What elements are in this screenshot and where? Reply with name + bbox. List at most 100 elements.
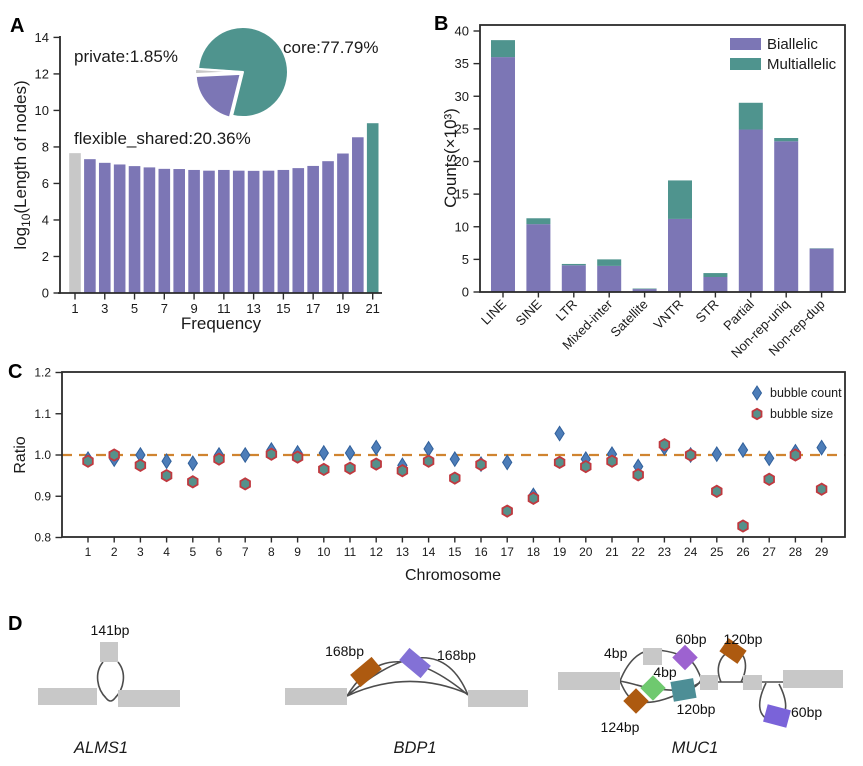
bubble-size-point (475, 457, 487, 472)
x-tick-label: 9 (294, 545, 301, 559)
variant-size-label: 4bp (604, 645, 628, 661)
bubble-size-point (265, 447, 278, 461)
x-tick-label: 15 (448, 545, 462, 559)
panel-b-ylabel: Counts(×10³) (441, 108, 460, 208)
frequency-bar (203, 170, 215, 293)
pie-slice-private (194, 67, 241, 76)
panel-a-bars (69, 123, 379, 293)
panel-a-xlabel: Frequency (181, 314, 262, 333)
x-tick-label: 3 (101, 301, 108, 316)
bubble-count-point (187, 455, 198, 472)
bubble-size-point (632, 468, 644, 482)
x-tick-label: 17 (306, 301, 320, 316)
x-category-label: LTR (553, 297, 580, 324)
bubble-size-point (684, 448, 697, 462)
bubble-count-point (449, 450, 460, 468)
x-category-label: SINE (512, 296, 544, 328)
x-tick-label: 5 (131, 301, 138, 316)
bubble-size-point (527, 491, 540, 505)
x-tick-label: 21 (365, 301, 379, 316)
x-tick-label: 13 (246, 301, 260, 316)
bubble-size-point (501, 504, 513, 518)
frequency-bar (292, 168, 305, 293)
bubble-count-point (423, 440, 434, 457)
x-tick-label: 24 (684, 545, 698, 559)
bubble-count-point (554, 425, 565, 442)
bar-biallelic (809, 248, 834, 292)
bubble-count-point (240, 446, 251, 464)
bar-biallelic (668, 218, 692, 292)
bubble-size-point (134, 458, 147, 472)
legend-diamond-icon (751, 385, 763, 401)
bubble-size-point (187, 475, 199, 489)
variant-box-purple (399, 647, 431, 679)
x-tick-label: 12 (370, 545, 384, 559)
plot-frame (479, 24, 846, 293)
panel-a-ylabel: log10(Length of nodes) (11, 80, 33, 249)
bubble-count-point (344, 444, 356, 462)
bar-biallelic (632, 289, 657, 292)
x-tick-label: 14 (422, 545, 436, 559)
y-tick-label: 10 (455, 219, 469, 234)
bubble-count-point (711, 446, 722, 463)
bar-biallelic (703, 276, 728, 292)
x-tick-label: 21 (605, 545, 619, 559)
bubble-size-point (449, 471, 461, 485)
variant-box-green (640, 675, 666, 701)
panel-c-ylabel: Ratio (12, 436, 29, 473)
bubble-count-point (502, 454, 513, 471)
variant-box-purple (763, 704, 791, 728)
frequency-bar (158, 168, 171, 293)
bar-multiallelic (703, 273, 728, 277)
x-tick-label: 19 (336, 301, 350, 316)
y-tick-label: 0 (462, 285, 469, 300)
x-category-label: VNTR (650, 297, 686, 333)
y-tick-label: 4 (42, 212, 49, 227)
reference-segment (743, 675, 762, 690)
x-tick-label: 9 (190, 301, 197, 316)
frequency-bar (247, 170, 260, 293)
variant-box-gray (100, 642, 118, 662)
y-tick-label: 0.9 (34, 489, 51, 503)
pie-label-flexible-shared: flexible_shared:20.36% (74, 129, 251, 148)
panel-d-label: D (8, 613, 22, 635)
gene-name-alms1: ALMS1 (73, 739, 128, 757)
frequency-bar (262, 170, 275, 293)
y-tick-label: 2 (42, 249, 49, 264)
x-tick-label: 6 (216, 545, 223, 559)
bubble-count-point (737, 441, 749, 459)
legend-label-bubble-size: bubble size (770, 407, 833, 421)
y-tick-label: 20 (455, 154, 469, 169)
frequency-bar (173, 169, 185, 293)
frequency-bar (218, 169, 230, 293)
y-tick-label: 40 (455, 24, 469, 39)
bar-biallelic (561, 265, 586, 292)
x-tick-label: 7 (242, 545, 249, 559)
variant-box-gray (643, 648, 662, 665)
x-tick-label: 11 (217, 301, 231, 316)
variant-size-label: 120bp (724, 631, 763, 647)
panel-c-xlabel: Chromosome (405, 567, 501, 584)
bubble-count-point (816, 439, 827, 456)
frequency-bar (98, 162, 111, 293)
panel-c-label: C (8, 361, 22, 383)
bubble-path (346, 680, 469, 697)
x-category-label: LINE (478, 296, 509, 327)
bubble-count-point (161, 453, 172, 470)
variant-size-label: 60bp (675, 631, 706, 647)
bar-biallelic (738, 129, 763, 292)
panel-c-chart: C 0.80.91.01.11.21 2 3 4 5 6 7 8 9 10 11 12 13 14 15 16… (8, 361, 846, 584)
x-tick-label: 26 (736, 545, 750, 559)
bar-biallelic (491, 57, 515, 292)
bubble-path (114, 661, 125, 699)
x-tick-label: 3 (137, 545, 144, 559)
variant-size-label: 141bp (91, 622, 130, 638)
gene-diagram-muc1: 4bp 60bp 120bp 4bp 120bp 124bp 60bp MUC1 (558, 631, 843, 757)
x-tick-label: 18 (527, 545, 541, 559)
panel-a-label: A (10, 15, 24, 37)
bubble-size-point (291, 450, 304, 464)
pie-label-core: core:77.79% (283, 38, 378, 57)
bubble-size-point (422, 454, 435, 468)
